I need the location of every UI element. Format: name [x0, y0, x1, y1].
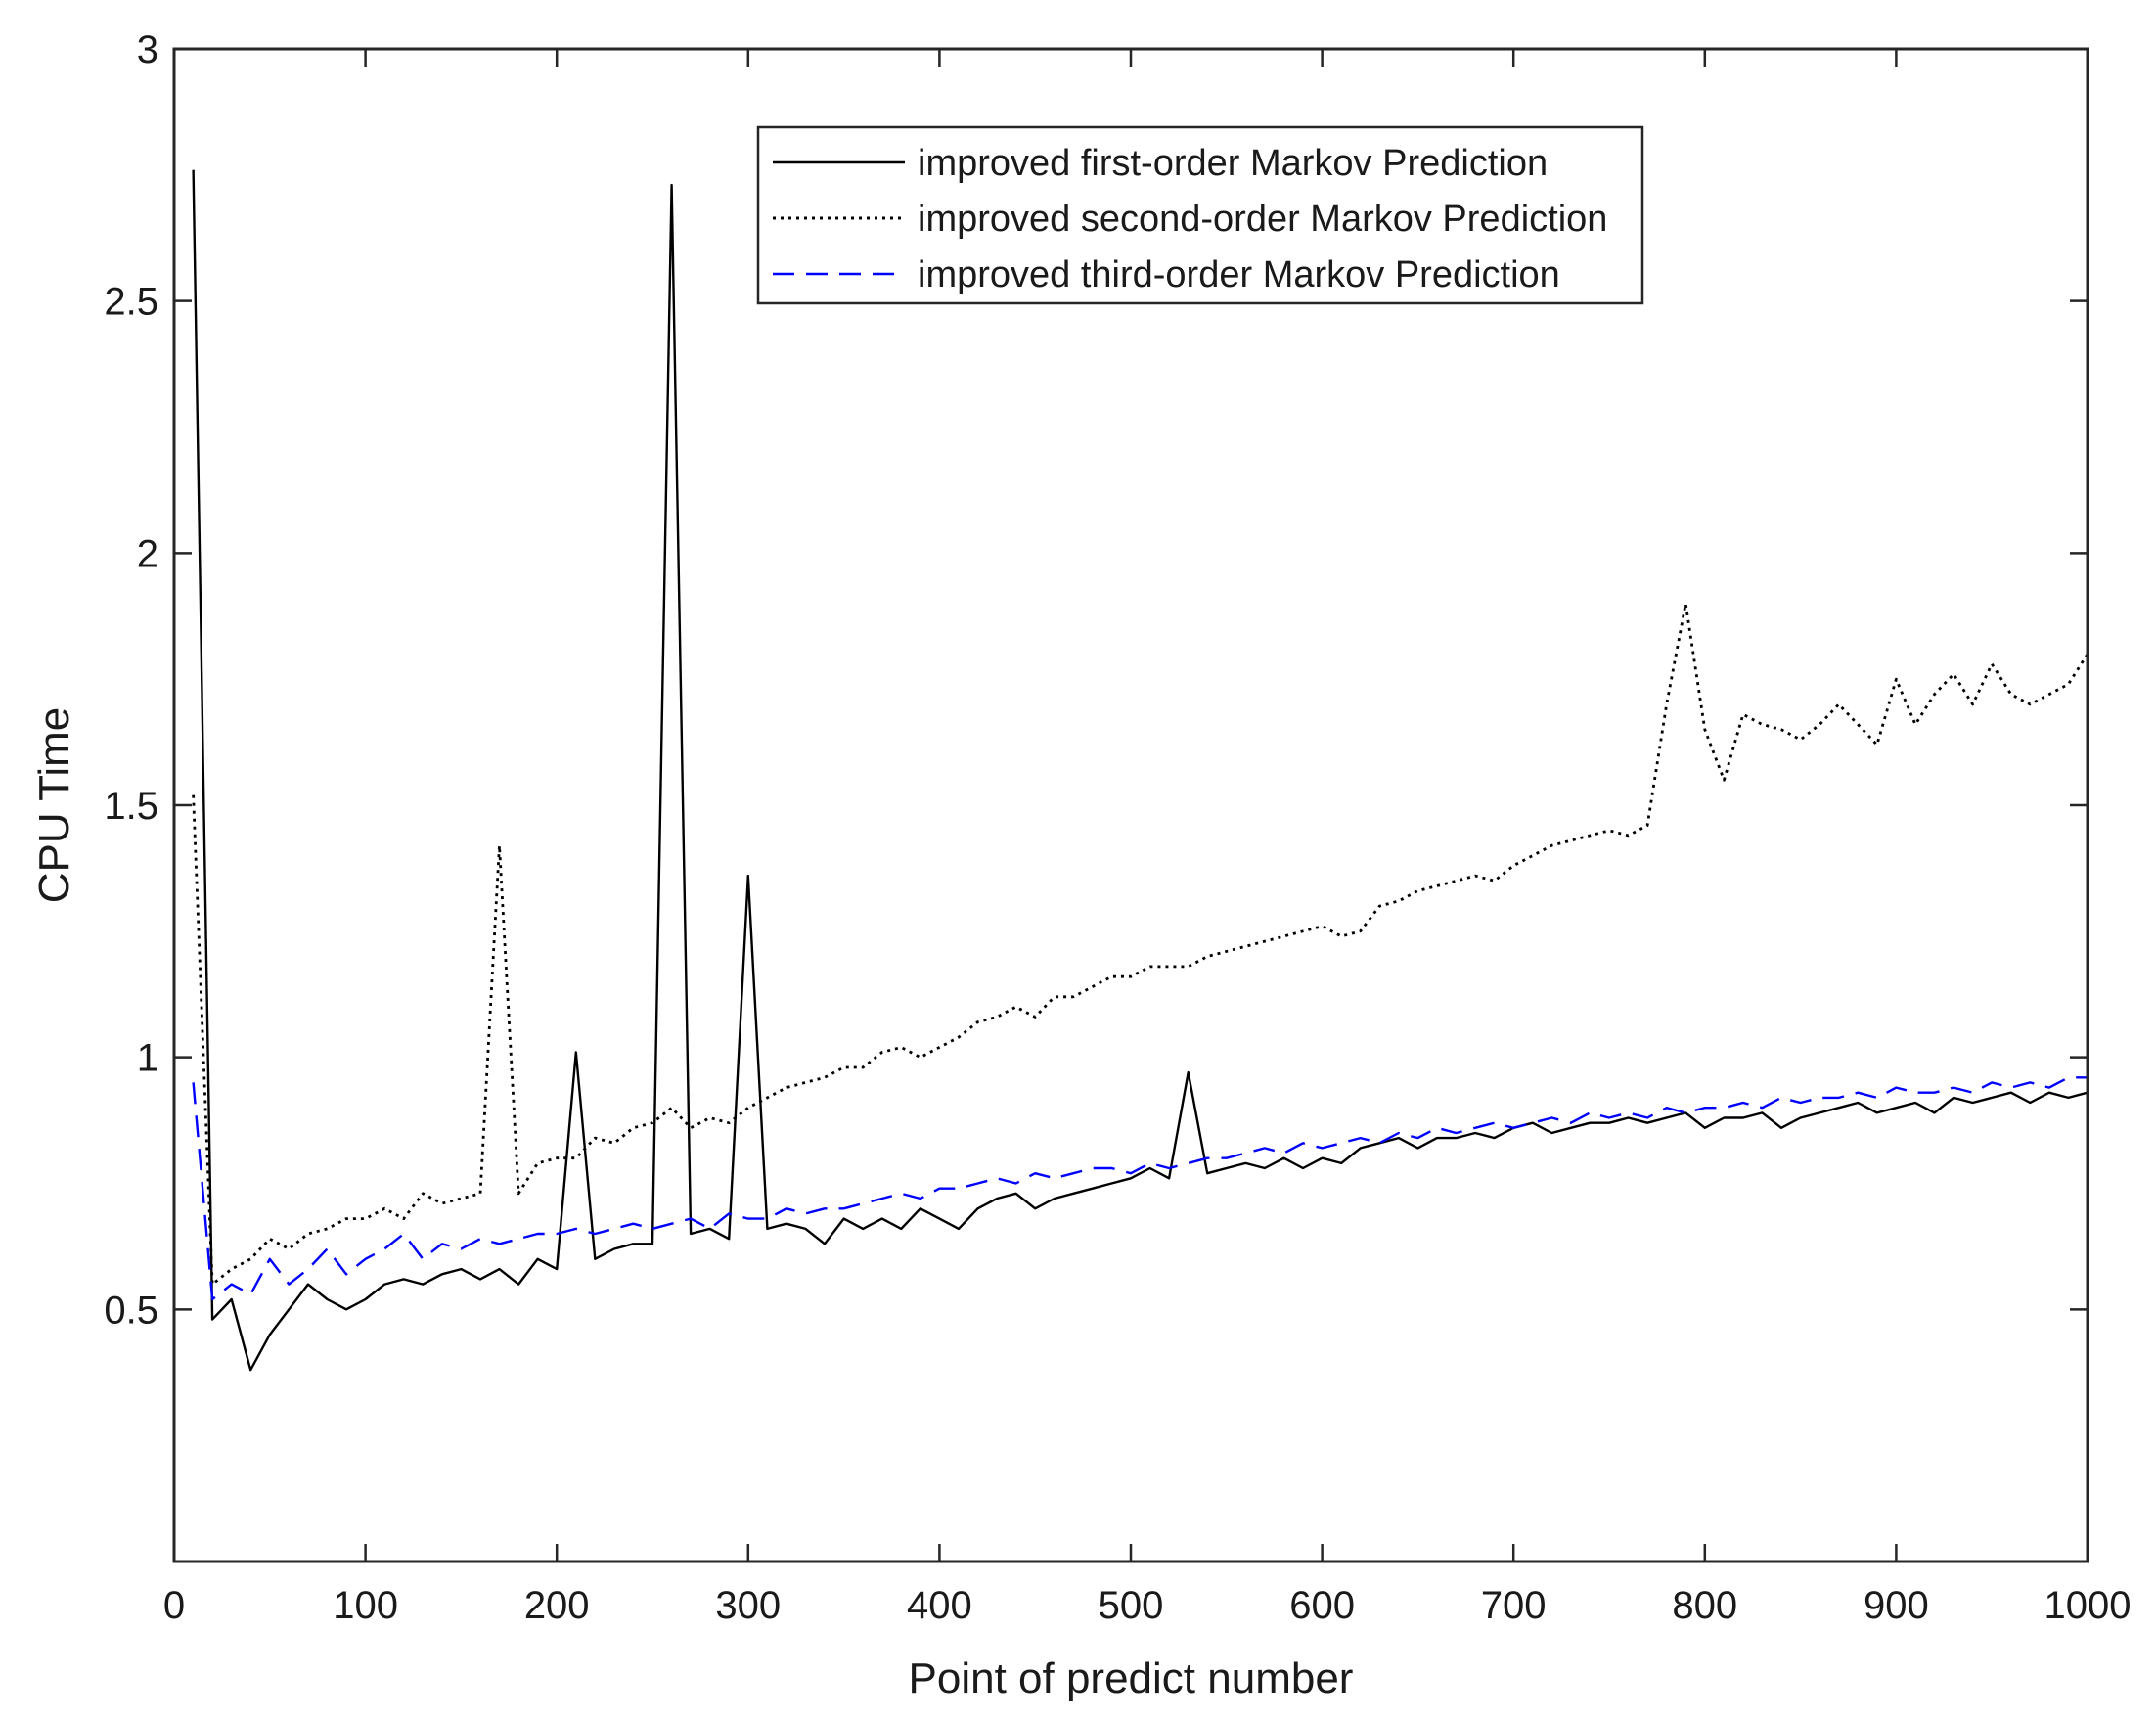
- series-layer: [192, 169, 2089, 1372]
- legend-label-1: improved first-order Markov Prediction: [918, 143, 1548, 184]
- legend-box: [756, 125, 1644, 305]
- legend-label-2: improved second-order Markov Prediction: [918, 199, 1607, 240]
- series-line-1: [192, 169, 2089, 1372]
- x-tick-label: 200: [524, 1584, 590, 1627]
- y-tick-label: 1: [137, 1037, 158, 1080]
- series-line-3: [192, 1076, 2088, 1301]
- x-tick-label: 400: [907, 1584, 972, 1627]
- x-tick-label: 0: [163, 1584, 185, 1627]
- x-tick-label: 500: [1099, 1584, 1164, 1627]
- y-tick-label: 3: [137, 28, 158, 71]
- y-tick-label: 0.5: [104, 1289, 158, 1332]
- x-tick-label: 700: [1481, 1584, 1547, 1627]
- ticks-layer: 0 100 200 300 400 500 600 700 800 900 1000 0.5 1 1.5 2…: [104, 28, 2131, 1627]
- x-axis-label: Point of predict number: [909, 1654, 1354, 1702]
- y-tick-label: 2.5: [104, 281, 158, 324]
- x-tick-label: 100: [333, 1584, 398, 1627]
- legend-label-3: improved third-order Markov Prediction: [918, 254, 1560, 295]
- y-tick-label: 1.5: [104, 785, 158, 828]
- y-tick-label: 2: [137, 532, 158, 575]
- x-tick-label: 300: [715, 1584, 781, 1627]
- x-tick-label: 600: [1289, 1584, 1355, 1627]
- legend-entries: improved first-order Markov Prediction im…: [773, 143, 1607, 295]
- x-tick-label: 1000: [2044, 1584, 2132, 1627]
- y-axis-label: CPU Time: [30, 707, 78, 903]
- legend: improved first-order Markov Prediction im…: [756, 125, 1644, 305]
- x-tick-label: 800: [1672, 1584, 1737, 1627]
- x-tick-label: 900: [1864, 1584, 1929, 1627]
